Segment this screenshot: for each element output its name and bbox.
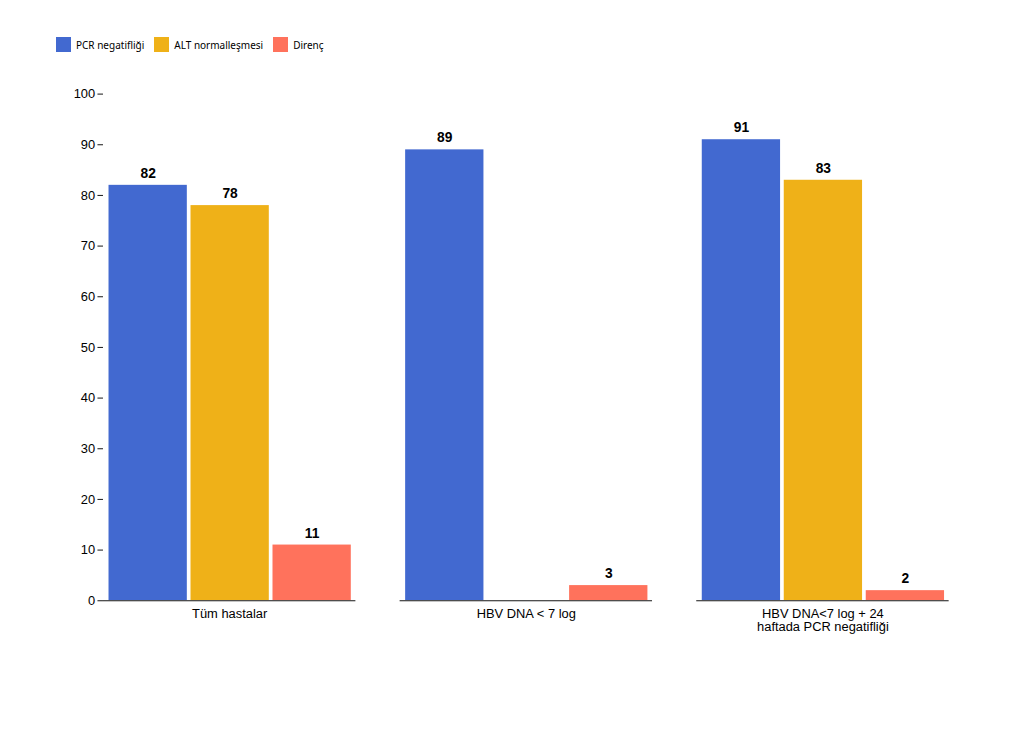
svg-text:Tüm hastalar: Tüm hastalar	[192, 606, 268, 621]
html-text:ALT normalleşmesi: ALT normalleşmesi	[174, 37, 264, 52]
svg-text:78: 78	[222, 185, 238, 201]
svg-text:11: 11	[305, 525, 320, 541]
svg-text:30: 30	[81, 441, 95, 456]
svg-text:HBV DNA < 7 log: HBV DNA < 7 log	[477, 606, 576, 621]
svg-text:80: 80	[81, 188, 95, 203]
svg-text:70: 70	[81, 238, 95, 253]
svg-text:83: 83	[816, 160, 832, 176]
svg-text:50: 50	[81, 340, 95, 355]
svg-text:90: 90	[81, 137, 95, 152]
svg-text:91: 91	[734, 119, 750, 135]
svg-text:0: 0	[88, 593, 95, 608]
html-text:PCR negatifliği: PCR negatifliği	[76, 37, 145, 52]
svg-text:10: 10	[81, 542, 95, 557]
html-text:Direnç: Direnç	[293, 37, 324, 52]
svg-text:40: 40	[81, 390, 95, 405]
svg-text:3: 3	[605, 565, 613, 581]
svg-text:82: 82	[140, 165, 156, 181]
svg-text:60: 60	[81, 289, 95, 304]
svg-text:2: 2	[902, 570, 910, 586]
svg-text:89: 89	[437, 129, 453, 145]
svg-text:20: 20	[81, 492, 95, 507]
svg-text:100: 100	[74, 86, 95, 101]
svg-text:HBV DNA<7 log + 24haftada PCR: HBV DNA<7 log + 24haftada PCR negatifliğ…	[757, 606, 889, 634]
